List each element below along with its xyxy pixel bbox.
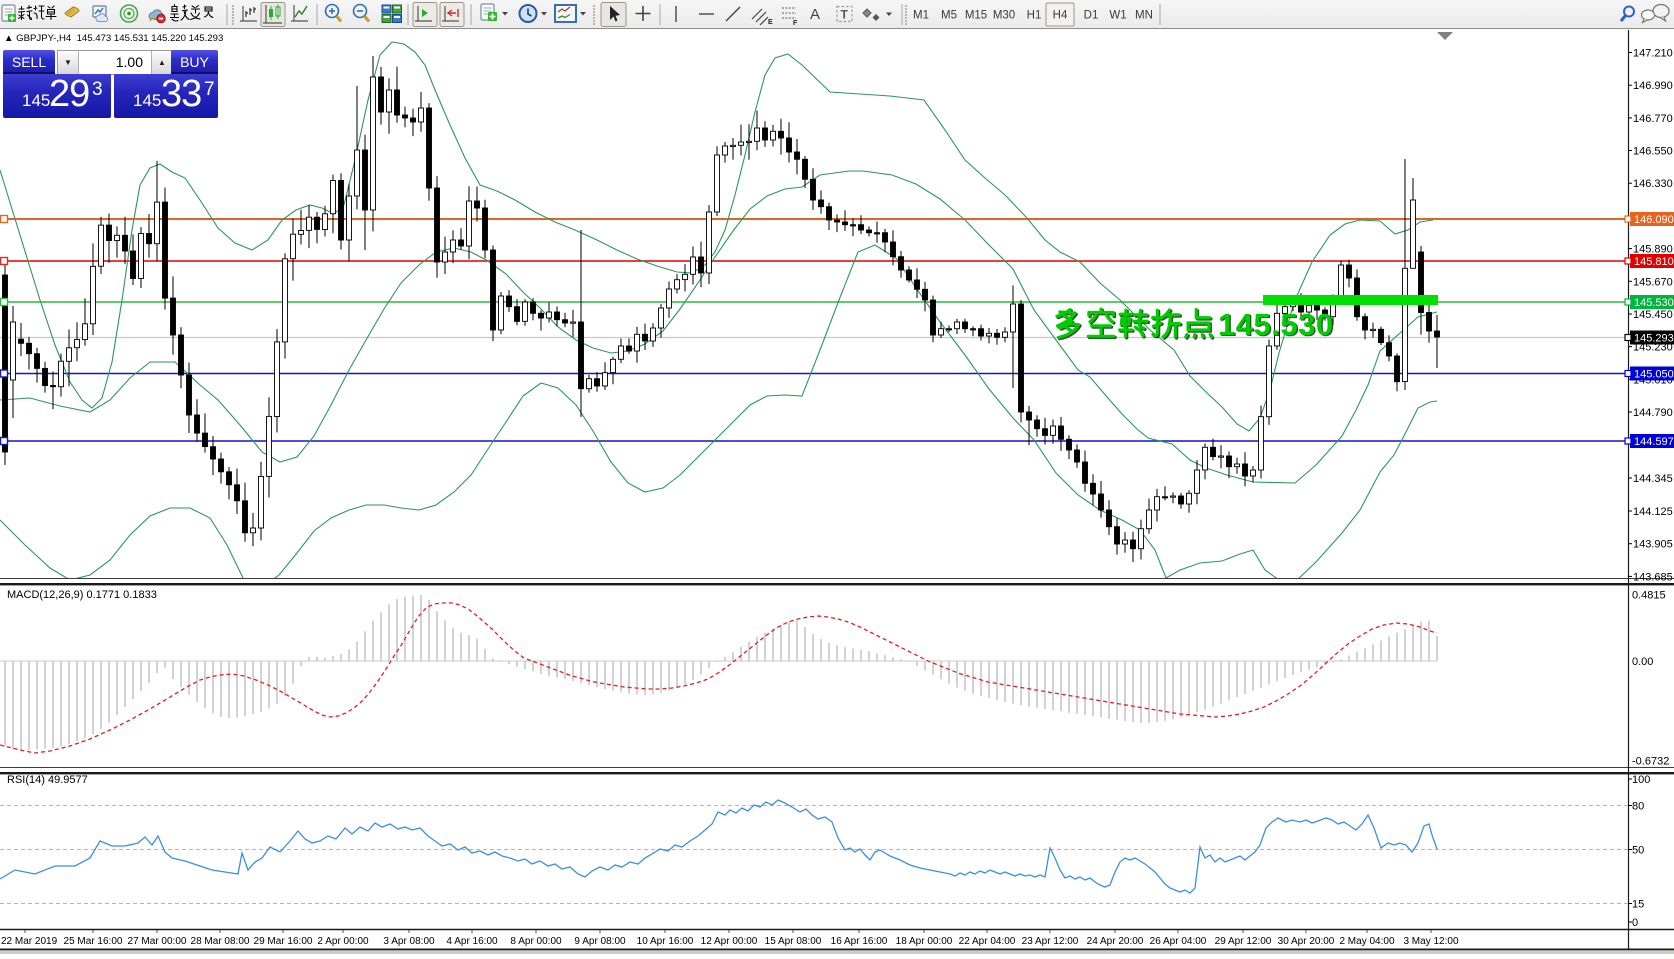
svg-text:50: 50	[1632, 845, 1644, 857]
svg-text:2 Apr 00:00: 2 Apr 00:00	[317, 936, 369, 947]
svg-text:0.00: 0.00	[1632, 656, 1653, 668]
svg-text:30 Apr 20:00: 30 Apr 20:00	[1278, 936, 1335, 947]
svg-text:M15: M15	[965, 10, 987, 22]
svg-text:MACD(12,26,9) 0.1771 0.1833: MACD(12,26,9) 0.1771 0.1833	[7, 589, 157, 601]
svg-text:MN: MN	[1135, 10, 1153, 22]
svg-text:A: A	[810, 6, 820, 23]
svg-text:29 Apr 12:00: 29 Apr 12:00	[1215, 936, 1272, 947]
svg-text:143.685: 143.685	[1633, 571, 1673, 583]
svg-text:145.530: 145.530	[1218, 307, 1334, 342]
svg-text:22 Apr 04:00: 22 Apr 04:00	[959, 936, 1016, 947]
svg-text:M30: M30	[993, 10, 1015, 22]
svg-text:12 Apr 00:00: 12 Apr 00:00	[701, 936, 758, 947]
svg-text:27 Mar 00:00: 27 Mar 00:00	[128, 936, 187, 947]
svg-text:29 Mar 16:00: 29 Mar 16:00	[254, 936, 313, 947]
svg-text:145.230: 145.230	[1633, 342, 1673, 354]
svg-text:8 Apr 00:00: 8 Apr 00:00	[510, 936, 562, 947]
svg-text:15: 15	[1632, 899, 1644, 911]
svg-text:18 Apr 00:00: 18 Apr 00:00	[896, 936, 953, 947]
svg-text:146.550: 146.550	[1633, 146, 1673, 158]
svg-text:M1: M1	[913, 10, 929, 22]
svg-text:M5: M5	[941, 10, 957, 22]
svg-text:F: F	[793, 20, 798, 27]
svg-text:28 Mar 08:00: 28 Mar 08:00	[191, 936, 250, 947]
svg-text:16 Apr 16:00: 16 Apr 16:00	[831, 936, 888, 947]
svg-text:26 Apr 04:00: 26 Apr 04:00	[1150, 936, 1207, 947]
svg-text:D1: D1	[1084, 10, 1099, 22]
svg-text:W1: W1	[1109, 10, 1126, 22]
svg-text:146.990: 146.990	[1633, 80, 1673, 92]
svg-text:4 Apr 16:00: 4 Apr 16:00	[446, 936, 498, 947]
svg-text:145.530: 145.530	[1219, 308, 1335, 343]
svg-text:9 Apr 08:00: 9 Apr 08:00	[574, 936, 626, 947]
svg-text:E: E	[768, 19, 773, 26]
svg-text:0.4815: 0.4815	[1632, 589, 1666, 601]
svg-text:145.450: 145.450	[1633, 309, 1673, 321]
svg-text:H4: H4	[1053, 10, 1068, 22]
svg-text:10 Apr 16:00: 10 Apr 16:00	[637, 936, 694, 947]
svg-text:22 Mar 2019: 22 Mar 2019	[1, 936, 58, 947]
svg-text:144.790: 144.790	[1633, 407, 1673, 419]
svg-text:144.125: 144.125	[1633, 506, 1673, 518]
svg-text:146.090: 146.090	[1634, 214, 1674, 226]
svg-text:-0.6732: -0.6732	[1632, 755, 1669, 767]
svg-text:3 May 12:00: 3 May 12:00	[1403, 936, 1458, 947]
svg-text:2 May 04:00: 2 May 04:00	[1339, 936, 1394, 947]
svg-text:147.210: 147.210	[1633, 48, 1673, 60]
svg-text:RSI(14) 49.9577: RSI(14) 49.9577	[7, 774, 88, 786]
svg-text:T: T	[841, 8, 849, 22]
svg-text:0: 0	[1632, 917, 1638, 929]
svg-text:146.770: 146.770	[1633, 113, 1673, 125]
svg-text:143.905: 143.905	[1633, 539, 1673, 551]
svg-text:H1: H1	[1027, 10, 1042, 22]
svg-text:145.050: 145.050	[1634, 369, 1674, 381]
svg-text:3 Apr 08:00: 3 Apr 08:00	[383, 936, 435, 947]
svg-text:144.345: 144.345	[1633, 473, 1673, 485]
svg-text:146.330: 146.330	[1633, 178, 1673, 190]
svg-text:145.810: 145.810	[1634, 256, 1674, 268]
svg-text:144.597: 144.597	[1634, 436, 1674, 448]
svg-text:145.670: 145.670	[1633, 276, 1673, 288]
svg-text:24 Apr 20:00: 24 Apr 20:00	[1087, 936, 1144, 947]
svg-text:15 Apr 08:00: 15 Apr 08:00	[765, 936, 822, 947]
svg-text:145.293: 145.293	[1634, 333, 1674, 345]
svg-text:145.890: 145.890	[1633, 244, 1673, 256]
svg-text:145.530: 145.530	[1634, 297, 1674, 309]
svg-text:23 Apr 12:00: 23 Apr 12:00	[1022, 936, 1079, 947]
svg-text:25 Mar 16:00: 25 Mar 16:00	[64, 936, 123, 947]
svg-text:80: 80	[1632, 801, 1644, 813]
svg-text:100: 100	[1632, 774, 1650, 786]
